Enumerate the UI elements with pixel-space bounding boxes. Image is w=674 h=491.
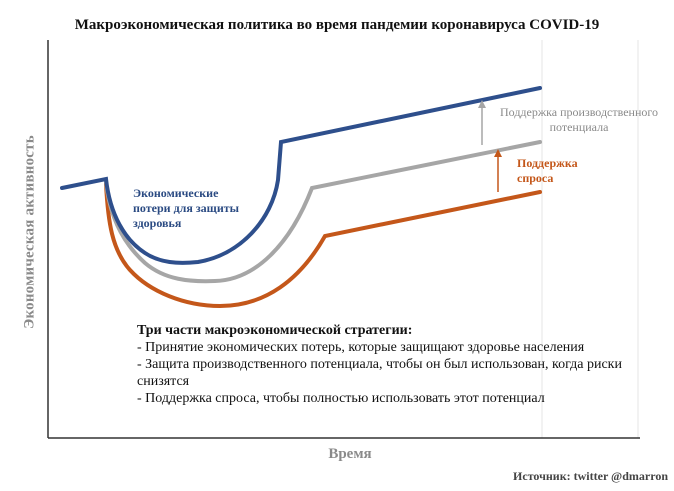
source-credit: Источник: twitter @dmarron <box>513 469 668 483</box>
annotation-line: спроса <box>517 171 554 185</box>
capacity-arrow-head <box>478 100 486 108</box>
strategy-item: - Защита производственного потенциала, ч… <box>137 357 622 372</box>
economic-loss-curve <box>60 86 542 265</box>
capacity-support-annotation: Поддержка производственного потенциала <box>500 105 658 135</box>
chart-title: Макроэкономическая политика во время пан… <box>74 17 600 33</box>
annotation-line: здоровья <box>133 216 182 230</box>
demand-support-annotation: Поддержка спроса <box>517 156 578 186</box>
demand-support-curve <box>104 182 542 309</box>
y-axis-label: Экономическая активность <box>21 135 38 329</box>
strategy-item: снизятся <box>137 374 190 389</box>
strategy-notes: Три части макроэкономической стратегии: … <box>137 322 657 407</box>
annotation-line: Экономические <box>133 186 219 200</box>
annotation-line: потери для защиты <box>133 201 239 215</box>
annotation-line: Поддержка <box>517 156 578 170</box>
economic-loss-annotation: Экономические потери для защиты здоровья <box>133 186 239 231</box>
annotation-line: Поддержка производственного <box>500 105 659 119</box>
x-axis-label: Время <box>328 446 372 462</box>
strategy-item: - Принятие экономических потерь, которые… <box>137 340 585 355</box>
annotation-line: потенциала <box>549 120 609 134</box>
strategy-item: - Поддержка спроса, чтобы полностью испо… <box>137 391 545 406</box>
capacity-support-curve <box>104 140 542 284</box>
demand-arrow-head <box>494 149 502 157</box>
strategy-heading: Три части макроэкономической стратегии: <box>137 323 413 338</box>
